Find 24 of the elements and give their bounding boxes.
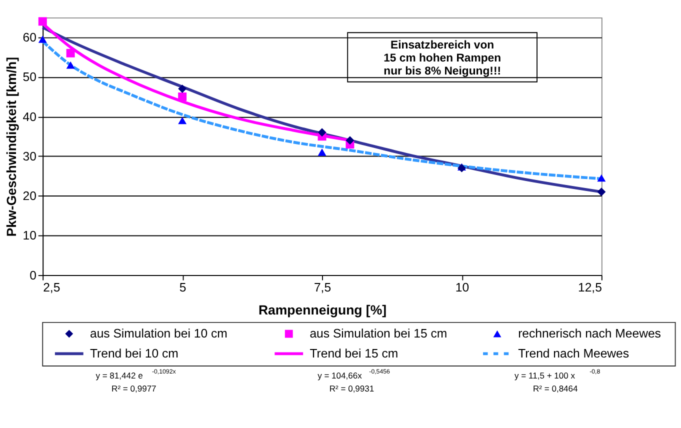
legend-label: aus Simulation bei 15 cm <box>310 326 448 341</box>
y-tick-label: 50 <box>22 70 37 84</box>
text: R² = 0,9931 <box>329 384 374 394</box>
x-tick-label: 10 <box>455 280 470 295</box>
legend-label: Trend nach Meewes <box>518 346 630 360</box>
y-tick-label: 0 <box>30 268 37 282</box>
x-tick-label: 12,5 <box>578 280 602 295</box>
y-axis-title: Pkw-Geschwindigkeit [km/h] <box>4 56 20 237</box>
legend-label: Trend bei 10 cm <box>90 346 178 360</box>
text: R² = 0,9977 <box>112 384 157 394</box>
y-tick-label: 30 <box>22 149 37 164</box>
x-tick-label: 7,5 <box>314 280 332 295</box>
x-tick-label: 2,5 <box>43 280 60 295</box>
y-tick-label: 40 <box>22 110 37 124</box>
legend-label: Trend bei 15 cm <box>310 346 398 360</box>
y-tick-label: 20 <box>22 189 37 204</box>
x-tick-label: 5 <box>179 280 186 295</box>
y-tick-label: 10 <box>22 228 37 243</box>
legend-label: rechnerisch nach Meewes <box>518 326 661 341</box>
annotation: Einsatzbereich von 15 cm hohen Rampen nur bis 8% Neigung!!! <box>384 40 502 78</box>
text: R² = 0,8464 <box>533 384 578 394</box>
y-tick-label: 60 <box>22 30 37 45</box>
x-axis-title: Rampenneigung [%] <box>258 302 387 318</box>
legend-label: aus Simulation bei 10 cm <box>90 326 228 341</box>
